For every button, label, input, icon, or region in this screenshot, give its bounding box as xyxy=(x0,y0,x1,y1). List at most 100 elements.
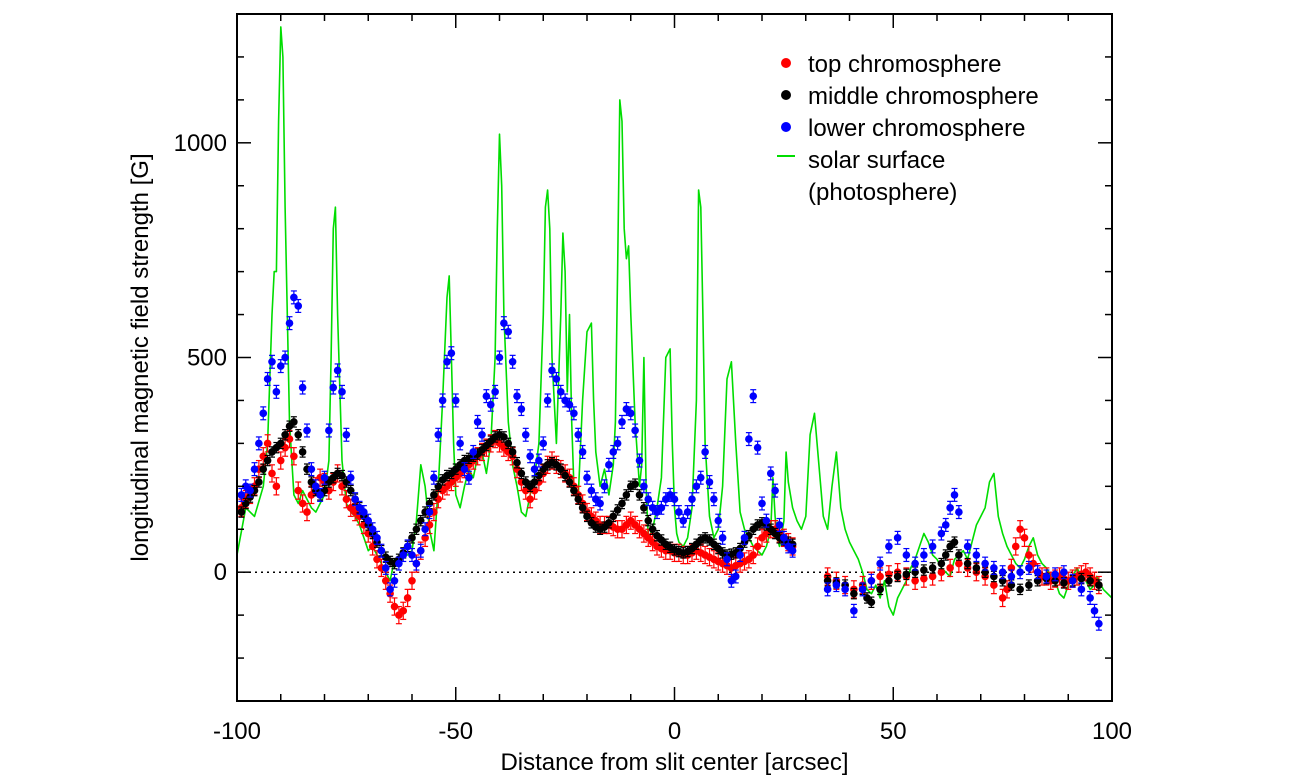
lower-chromosphere-point xyxy=(316,491,324,499)
top-chromosphere-point xyxy=(303,508,311,516)
lower-chromosphere-point xyxy=(841,585,849,594)
y-tick-label: 1000 xyxy=(174,130,227,157)
top-chromosphere-point xyxy=(920,574,928,583)
lower-chromosphere-point xyxy=(1095,619,1103,628)
top-chromosphere-point xyxy=(294,486,303,495)
top-chromosphere-point xyxy=(749,551,758,559)
lower-chromosphere-point xyxy=(758,499,766,508)
middle-chromosphere-point xyxy=(294,430,303,439)
lower-chromosphere-point xyxy=(473,418,482,426)
lower-chromosphere-point xyxy=(526,452,534,461)
lower-chromosphere-point xyxy=(788,546,797,555)
lower-chromosphere-point xyxy=(911,559,919,568)
lower-chromosphere-point xyxy=(570,409,578,418)
lower-chromosphere-point xyxy=(1042,572,1051,581)
legend-label: solar surface xyxy=(808,147,945,174)
lower-chromosphere-point xyxy=(990,564,998,572)
y-tick-label: 0 xyxy=(214,559,227,586)
lower-chromosphere-point xyxy=(504,327,513,336)
lower-chromosphere-point xyxy=(438,396,447,405)
lower-chromosphere-point xyxy=(268,357,276,366)
lower-chromosphere-point xyxy=(963,542,972,551)
top-chromosphere-point xyxy=(390,602,399,611)
lower-chromosphere-point xyxy=(998,568,1007,576)
lower-chromosphere-point xyxy=(416,546,425,555)
lower-chromosphere-point xyxy=(920,551,928,559)
lower-chromosphere-point xyxy=(950,491,959,499)
lower-chromosphere-point xyxy=(946,503,954,512)
lower-chromosphere-point xyxy=(613,439,622,448)
lower-chromosphere-point xyxy=(631,426,639,435)
lower-chromosphere-point xyxy=(469,448,478,456)
middle-chromosphere-point xyxy=(928,564,937,572)
top-chromosphere-point xyxy=(1011,542,1020,551)
lower-chromosphere-point xyxy=(1068,576,1077,585)
lower-chromosphere-point xyxy=(381,564,390,572)
middle-chromosphere-point xyxy=(412,525,421,534)
top-chromosphere-point xyxy=(998,594,1007,602)
lower-chromosphere-point xyxy=(539,439,548,448)
lower-chromosphere-point xyxy=(307,465,316,473)
lower-chromosphere-point xyxy=(902,551,911,559)
lower-chromosphere-point xyxy=(762,516,771,525)
legend-label-line2: (photosphere) xyxy=(808,179,957,206)
lower-chromosphere-point xyxy=(1025,564,1033,572)
middle-chromosphere-point xyxy=(644,516,653,525)
legend-label: middle chromosphere xyxy=(808,83,1039,110)
lower-chromosphere-point xyxy=(517,405,526,413)
lower-chromosphere-point xyxy=(1016,568,1024,576)
top-chromosphere-point xyxy=(526,495,534,503)
middle-chromosphere-point xyxy=(583,512,591,521)
lower-chromosphere-point xyxy=(456,439,464,448)
lower-chromosphere-point xyxy=(421,525,429,534)
top-chromosphere-point xyxy=(268,469,276,478)
legend: top chromosphere middle chromosphere lower… xyxy=(777,51,1039,206)
middle-chromosphere-point xyxy=(1016,585,1024,594)
lower-chromosphere-point xyxy=(696,473,705,482)
lower-chromosphere-point xyxy=(491,388,499,396)
middle-chromosphere-point xyxy=(237,508,246,516)
lower-chromosphere-point xyxy=(465,473,473,482)
middle-chromosphere-point xyxy=(276,439,285,448)
middle-chromosphere-point xyxy=(622,491,631,499)
top-chromosphere-point xyxy=(263,439,272,448)
middle-chromosphere-point xyxy=(972,564,981,572)
lower-chromosphere-point xyxy=(430,473,438,482)
middle-chromosphere-point xyxy=(565,478,574,486)
lower-chromosphere-point xyxy=(447,349,456,358)
middle-chromosphere-point xyxy=(1086,576,1094,585)
legend-label: top chromosphere xyxy=(808,51,1001,78)
top-chromosphere-point xyxy=(342,495,351,503)
lower-chromosphere-point xyxy=(346,473,355,482)
lower-chromosphere-point xyxy=(928,542,937,551)
lower-chromosphere-point xyxy=(451,396,460,405)
top-chromosphere-point xyxy=(990,581,998,589)
x-tick-label: -100 xyxy=(213,718,261,745)
lower-chromosphere-point xyxy=(338,388,346,396)
lower-chromosphere-point xyxy=(635,456,644,465)
lower-chromosphere-point xyxy=(640,482,648,491)
lower-chromosphere-point xyxy=(771,486,779,495)
top-chromosphere-point xyxy=(885,570,893,579)
lower-chromosphere-point xyxy=(285,319,294,327)
middle-chromosphere-point xyxy=(902,570,911,579)
middle-chromosphere-point xyxy=(255,478,263,486)
legend-marker xyxy=(781,58,791,68)
lower-chromosphere-point xyxy=(867,576,876,585)
lower-chromosphere-point xyxy=(941,521,950,529)
top-chromosphere-point xyxy=(1016,525,1024,534)
middle-chromosphere-point xyxy=(1077,574,1086,583)
middle-chromosphere-point xyxy=(561,471,569,480)
top-chromosphere-point xyxy=(928,572,937,581)
lower-chromosphere-point xyxy=(543,396,552,405)
lower-chromosphere-point xyxy=(718,534,727,542)
top-chromosphere-point xyxy=(911,576,919,585)
middle-chromosphere-point xyxy=(298,448,307,456)
lower-chromosphere-point xyxy=(705,478,714,486)
middle-chromosphere-point xyxy=(338,471,346,480)
lower-chromosphere-point xyxy=(583,473,591,482)
lower-chromosphere-point xyxy=(714,516,723,525)
middle-chromosphere-point xyxy=(605,519,613,527)
